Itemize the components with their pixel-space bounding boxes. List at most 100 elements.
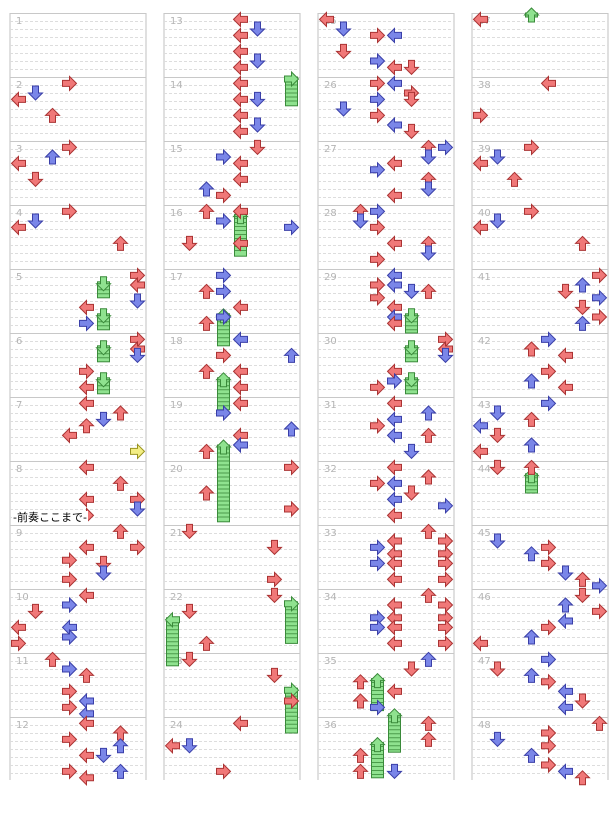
- arrow-left-icon: [557, 379, 573, 396]
- hold-note: [403, 372, 420, 395]
- arrow-left-icon: [557, 699, 573, 716]
- arrow-up-icon: [44, 107, 61, 123]
- arrow-right-icon: [370, 555, 386, 572]
- arrow-down-icon: [489, 427, 506, 444]
- arrow-right-icon: [370, 161, 386, 179]
- arrow-right-icon: [438, 619, 454, 636]
- arrow-right-icon: [592, 289, 608, 307]
- arrow-left-icon: [78, 459, 94, 476]
- arrow-left-icon: [472, 635, 488, 652]
- hold-note: [215, 372, 232, 411]
- arrow-down-icon: [335, 21, 352, 37]
- hold-head-icon: [523, 7, 540, 23]
- arrow-down-icon: [249, 53, 266, 69]
- arrow-right-icon: [438, 497, 454, 515]
- hold-note: [164, 611, 180, 667]
- arrow-right-icon: [216, 148, 232, 166]
- arrow-right-icon: [524, 139, 540, 156]
- arrow-right-icon: [592, 267, 608, 284]
- arrow-right-icon: [370, 52, 386, 70]
- arrow-down-icon: [403, 443, 420, 460]
- hold-note: [284, 595, 300, 644]
- arrow-down-icon: [27, 213, 44, 229]
- measure-number: 3: [16, 144, 22, 155]
- arrow-right-icon: [592, 308, 608, 326]
- arrow-up-icon: [523, 411, 540, 427]
- measure-number: 11: [16, 656, 29, 667]
- arrow-down-icon: [27, 85, 44, 101]
- arrow-up-icon: [420, 731, 437, 747]
- arrow-right-icon: [62, 699, 78, 716]
- arrow-down-icon: [574, 693, 591, 709]
- measure-number: 22: [170, 592, 183, 603]
- arrow-left-icon: [557, 763, 573, 780]
- arrow-left-icon: [386, 315, 402, 332]
- arrow-left-icon: [386, 235, 402, 252]
- chart-column: 252627282930313233343536: [317, 13, 455, 780]
- arrow-right-icon: [267, 571, 283, 588]
- measure-number: 9: [16, 528, 22, 539]
- chart-column: 373839404142434445464748: [471, 13, 609, 780]
- arrow-up-icon: [420, 405, 437, 421]
- arrow-right-icon: [541, 724, 557, 742]
- measure-number: 45: [478, 528, 491, 539]
- arrow-down-icon: [335, 101, 352, 117]
- arrow-up-icon: [523, 437, 540, 453]
- arrow-down-icon: [489, 533, 506, 549]
- arrow-down-icon: [489, 731, 506, 748]
- arrow-left-icon: [232, 379, 248, 396]
- arrow-up-icon: [352, 674, 369, 690]
- arrow-left-icon: [386, 683, 402, 700]
- hold-note: [95, 308, 112, 331]
- arrow-up-icon: [198, 363, 215, 379]
- arrow-up-icon: [352, 693, 369, 709]
- measure-number: 32: [324, 464, 337, 475]
- arrow-up-icon: [420, 523, 437, 539]
- arrow-left-icon: [557, 347, 573, 364]
- arrow-left-icon: [78, 539, 94, 556]
- measure-number: 24: [170, 720, 183, 731]
- arrow-left-icon: [386, 635, 402, 652]
- arrow-right-icon: [541, 756, 557, 774]
- arrow-right-icon: [370, 27, 386, 44]
- measure-number: 41: [478, 272, 491, 283]
- arrow-right-icon: [62, 683, 78, 700]
- arrow-left-icon: [386, 59, 402, 76]
- arrow-up-icon: [574, 315, 591, 331]
- measure-number: 33: [324, 528, 337, 539]
- hold-head-icon: [403, 308, 420, 324]
- arrow-right-icon: [438, 139, 454, 156]
- measure-number: 47: [478, 656, 491, 667]
- measure-number: 13: [170, 16, 183, 27]
- arrow-down-icon: [266, 587, 283, 604]
- arrow-up-icon: [352, 747, 369, 763]
- arrow-up-icon: [352, 763, 369, 779]
- measure-number: 5: [16, 272, 22, 283]
- arrow-down-icon: [249, 139, 266, 156]
- arrow-right-icon: [216, 212, 232, 230]
- arrow-down-icon: [489, 661, 506, 677]
- arrow-up-icon: [420, 651, 437, 667]
- arrow-left-icon: [232, 299, 248, 316]
- arrow-down-icon: [27, 171, 44, 188]
- arrow-left-icon: [232, 43, 248, 60]
- arrow-right-icon: [541, 395, 557, 412]
- arrow-down-icon: [403, 123, 420, 140]
- chart-column: 131415161718192021222324: [163, 13, 301, 780]
- hold-head-icon: [403, 340, 420, 356]
- arrow-left-icon: [386, 116, 402, 134]
- arrow-down-icon: [95, 565, 112, 581]
- arrow-right-icon: [473, 107, 489, 124]
- arrow-down-icon: [420, 149, 437, 165]
- measure-number: 16: [170, 208, 183, 219]
- arrow-down-icon: [95, 411, 112, 428]
- arrow-left-icon: [232, 155, 248, 172]
- arrow-up-icon: [198, 315, 215, 331]
- measure-number: 44: [478, 464, 491, 475]
- arrow-left-icon: [232, 107, 248, 124]
- arrow-right-icon: [438, 532, 454, 550]
- arrow-right-icon: [62, 596, 78, 614]
- arrow-right-icon: [216, 267, 232, 284]
- arrow-down-icon: [129, 501, 146, 517]
- arrow-down-icon: [266, 667, 283, 684]
